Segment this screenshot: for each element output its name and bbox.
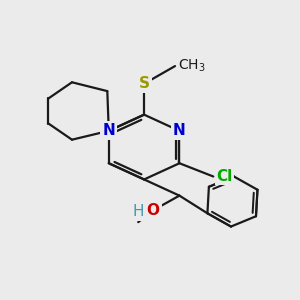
Text: Cl: Cl (216, 169, 232, 184)
Text: N: N (173, 123, 186, 138)
Text: N: N (102, 123, 115, 138)
Text: H: H (133, 204, 144, 219)
Text: O: O (146, 203, 159, 218)
Text: CH$_3$: CH$_3$ (178, 58, 206, 74)
Text: S: S (139, 76, 150, 91)
